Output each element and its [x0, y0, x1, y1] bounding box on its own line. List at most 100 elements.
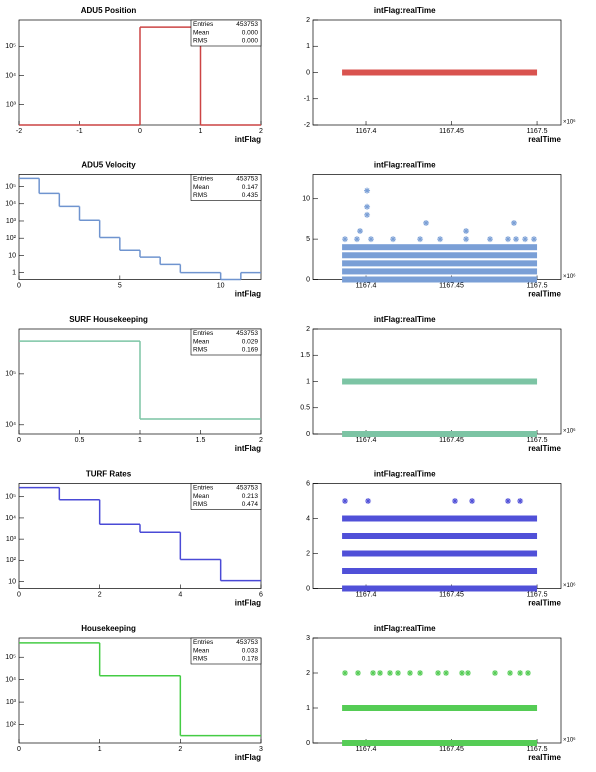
stat-value: 0.474: [242, 501, 259, 508]
stat-label: Entries: [193, 21, 214, 28]
marker-band: [342, 533, 538, 539]
x-axis-label: intFlag: [235, 753, 261, 762]
x-tick-label: 0.5: [75, 437, 85, 444]
y-tick-label: 10³: [6, 699, 17, 706]
marker-band: [342, 276, 538, 283]
marker-band: [342, 260, 538, 267]
stat-value: 0.147: [242, 184, 259, 191]
x-tick-label: 0: [138, 128, 142, 135]
stat-value: 453753: [236, 639, 258, 646]
stat-label: Entries: [193, 485, 214, 492]
x-axis-label: realTime: [528, 753, 561, 762]
x-axis-label: intFlag: [235, 599, 261, 608]
x-tick-label: 0: [17, 282, 21, 289]
y-tick-label: 2: [306, 326, 310, 333]
stats-box: [190, 174, 262, 201]
marker: [354, 670, 361, 676]
marker: [386, 670, 393, 676]
stats-box: [190, 328, 262, 356]
y-tick-label: 10: [8, 252, 16, 259]
x-tick-label: 1167.5: [527, 437, 548, 444]
y-tick-label: 10²: [6, 557, 17, 564]
x-tick-label: 1167.45: [439, 282, 464, 289]
y-tick-label: 10³: [6, 536, 17, 543]
x-tick-label: 6: [259, 591, 263, 598]
stat-label: Mean: [193, 493, 210, 500]
y-tick-label: 10²: [6, 235, 17, 242]
stats-box: [190, 483, 262, 510]
x-tick-label: 1167.4: [356, 746, 377, 753]
marker: [390, 236, 397, 243]
x-tick-label: 0: [17, 437, 21, 444]
marker: [517, 670, 524, 676]
x-tick-label: 1: [138, 437, 142, 444]
panel-title: ADU5 Position: [81, 6, 137, 15]
y-tick-label: 6: [306, 480, 310, 487]
x-tick-label: 3: [259, 746, 263, 753]
panel-title: intFlag:realTime: [374, 315, 436, 324]
panel-title: SURF Housekeeping: [69, 315, 148, 324]
stats-box: [190, 19, 262, 47]
marker-band: [342, 268, 538, 275]
marker: [464, 670, 471, 676]
stats-box: [190, 637, 262, 665]
y-tick-label: 1: [12, 269, 16, 276]
y-tick-label: 10³: [6, 101, 17, 108]
panel-title: TURF Rates: [86, 470, 132, 479]
y-tick-label: 10³: [6, 218, 17, 225]
y-tick-label: 0: [306, 69, 310, 76]
y-tick-label: 2: [306, 550, 310, 557]
y-tick-label: 0: [306, 585, 310, 592]
frame: [18, 483, 262, 589]
marker: [341, 670, 348, 676]
x-tick-label: 2: [259, 437, 263, 444]
panel-title: intFlag:realTime: [374, 6, 436, 15]
stat-label: RMS: [193, 347, 208, 354]
y-tick-label: 10²: [6, 721, 17, 728]
panel-title: Housekeeping: [81, 624, 136, 633]
x-axis-label: realTime: [528, 135, 561, 144]
stat-label: RMS: [193, 192, 208, 199]
x-tick-label: 1167.5: [527, 591, 548, 598]
y-tick-label: 1: [306, 378, 310, 385]
stat-value: 0.178: [242, 656, 259, 663]
y-tick-label: 0: [306, 276, 310, 283]
marker: [364, 203, 371, 210]
marker: [491, 670, 498, 676]
x-tick-label: -1: [76, 128, 82, 135]
x-tick-label: 0: [17, 746, 21, 753]
marker: [451, 498, 458, 504]
x-exponent: ×10⁶: [563, 273, 576, 280]
x-tick-label: -2: [16, 128, 22, 135]
stat-value: 0.435: [242, 192, 259, 199]
stat-label: Entries: [193, 330, 214, 337]
marker: [417, 670, 424, 676]
x-tick-label: 1167.45: [439, 437, 464, 444]
y-tick-label: 10⁵: [5, 371, 16, 378]
y-tick-label: 1: [306, 705, 310, 712]
stat-value: 0.029: [242, 338, 259, 345]
marker: [365, 498, 372, 504]
y-tick-label: 10⁴: [5, 72, 16, 79]
x-tick-label: 2: [98, 591, 102, 598]
stat-value: 0.213: [242, 493, 259, 500]
stat-label: Entries: [193, 176, 214, 183]
frame: [18, 637, 262, 744]
y-tick-label: 3: [306, 635, 310, 642]
x-tick-label: 1167.45: [439, 128, 464, 135]
x-exponent: ×10⁶: [563, 582, 576, 589]
x-tick-label: 5: [118, 282, 122, 289]
marker: [517, 498, 524, 504]
marker: [507, 670, 514, 676]
marker: [510, 219, 517, 226]
y-tick-label: 10⁴: [5, 677, 16, 684]
marker: [364, 187, 371, 194]
frame: [18, 174, 262, 280]
marker: [367, 236, 374, 243]
marker: [504, 236, 511, 243]
frame: [312, 637, 562, 744]
stat-label: Mean: [193, 29, 210, 36]
x-axis-label: intFlag: [235, 444, 261, 453]
marker: [435, 670, 442, 676]
marker: [443, 670, 450, 676]
